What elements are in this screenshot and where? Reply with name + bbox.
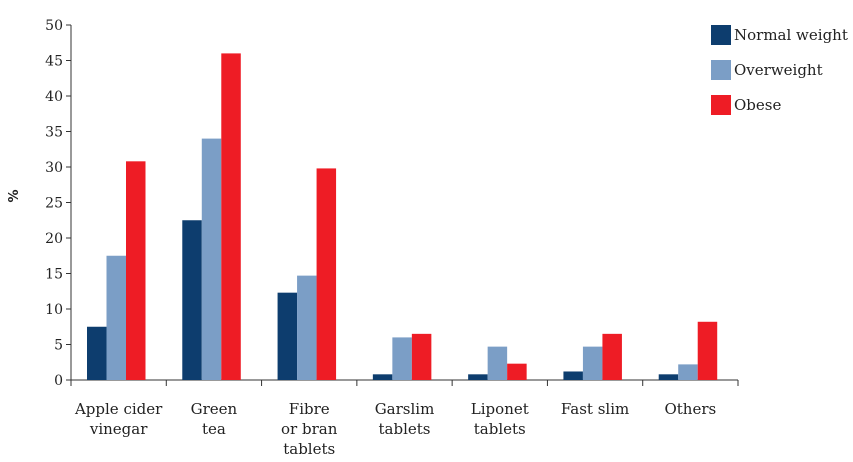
y-tick-label: 40 [45,89,63,105]
bar-normal-weight [468,374,488,380]
y-tick-label: 10 [45,302,63,318]
bar-obese [507,363,527,380]
category-labels: Apple cider vinegar Green tea Fibre or bran ta… [74,400,716,458]
bar-obese [602,333,622,380]
bar-obese [316,168,337,380]
bar-normal-weight [182,220,202,380]
bars [87,53,718,381]
y-axis-title: % [7,189,22,202]
y-tick-label: 50 [45,18,63,34]
y-tick-label: 35 [45,125,63,141]
category-label: Green tea [191,400,238,438]
y-tick-label: 0 [54,373,63,389]
category-label: Apple cider vinegar [74,400,163,438]
y-tick-label: 30 [45,160,63,176]
category-label: Liponet tablets [471,400,529,438]
bar-obese [221,53,241,381]
legend-swatch [711,60,731,80]
bar-normal-weight [277,292,298,380]
category-label: Fibre or bran tablets [281,400,338,458]
bar-overweight [487,346,508,380]
x-axis [70,379,739,386]
bar-normal-weight [87,326,107,380]
y-tick-label: 5 [54,338,63,354]
y-tick-label: 20 [45,231,63,247]
legend-label: Normal weight [734,26,848,44]
legend-swatch [711,95,731,115]
bar-obese [126,161,146,380]
bar-normal-weight [372,374,393,380]
y-axis: 0 5 10 15 20 25 30 35 40 45 50 [45,18,72,389]
bar-overweight [201,138,222,380]
legend-label: Overweight [734,61,823,79]
bar-obese [411,333,432,380]
category-label: Others [664,400,716,418]
bar-overweight [392,337,412,380]
bar-normal-weight [658,374,679,380]
legend-swatch [711,25,731,45]
bar-normal-weight [563,371,583,380]
bar-overweight [297,275,317,380]
legend-label: Obese [734,96,781,114]
bar-overweight [106,255,126,380]
bar-obese [697,321,718,380]
bar-overweight [582,346,603,380]
bar-overweight [678,364,698,380]
category-label: Garslim tablets [375,400,435,438]
y-tick-label: 15 [45,267,63,283]
y-tick-label: 45 [45,54,63,70]
category-label: Fast slim [561,400,629,418]
y-tick-label: 25 [45,196,63,212]
legend: Normal weight Overweight Obese [711,25,848,115]
